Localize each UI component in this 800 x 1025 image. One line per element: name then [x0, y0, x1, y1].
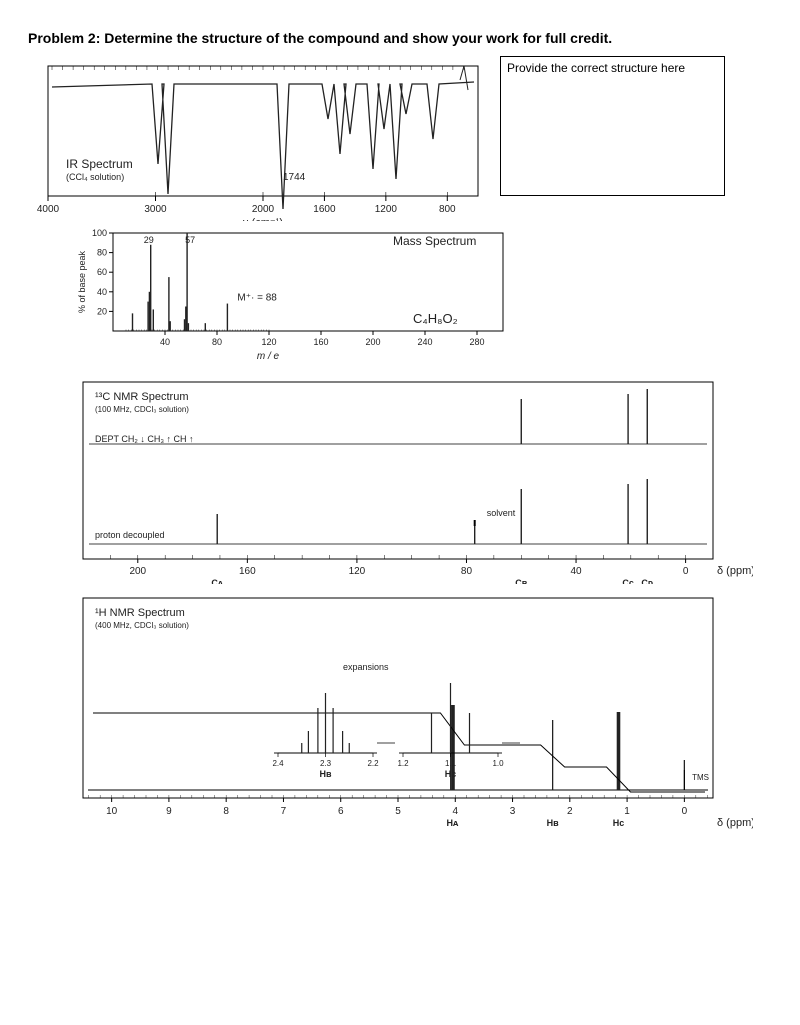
svg-text:2: 2 [567, 806, 573, 817]
svg-text:3000: 3000 [144, 204, 167, 215]
svg-text:4: 4 [452, 806, 458, 817]
svg-text:proton decoupled: proton decoupled [95, 530, 165, 540]
svg-text:20: 20 [97, 306, 107, 316]
svg-text:57: 57 [185, 235, 195, 245]
svg-text:IR Spectrum: IR Spectrum [66, 157, 133, 171]
svg-text:(100 MHz, CDCl₃ solution): (100 MHz, CDCl₃ solution) [95, 405, 189, 414]
svg-text:100: 100 [92, 228, 107, 238]
svg-text:(400 MHz, CDCl₃ solution): (400 MHz, CDCl₃ solution) [95, 621, 189, 630]
svg-text:29: 29 [144, 235, 154, 245]
svg-text:δ (ppm): δ (ppm) [717, 817, 753, 829]
svg-text:800: 800 [439, 204, 456, 215]
svg-text:2.4: 2.4 [272, 759, 284, 768]
svg-text:40: 40 [570, 566, 582, 577]
svg-text:1744: 1744 [283, 172, 306, 183]
svg-text:expansions: expansions [343, 662, 389, 672]
svg-text:1.2: 1.2 [397, 759, 409, 768]
svg-text:160: 160 [239, 566, 256, 577]
svg-text:6: 6 [338, 806, 344, 817]
svg-text:DEPT CH₂ ↓ CH₃ ↑ CH ↑: DEPT CH₂ ↓ CH₃ ↑ CH ↑ [95, 434, 194, 444]
h1-nmr-spectrum: ¹H NMR Spectrum (400 MHz, CDCl₃ solution)… [73, 588, 753, 843]
svg-text:2000: 2000 [252, 204, 275, 215]
svg-text:280: 280 [469, 337, 484, 347]
svg-text:solvent: solvent [487, 508, 516, 518]
svg-text:0: 0 [683, 566, 689, 577]
svg-text:% of base peak: % of base peak [77, 250, 87, 313]
svg-text:Mass Spectrum: Mass Spectrum [393, 234, 476, 248]
svg-text:120: 120 [261, 337, 276, 347]
svg-text:1.1: 1.1 [445, 759, 457, 768]
svg-text:1200: 1200 [375, 204, 398, 215]
svg-text:TMS: TMS [692, 773, 709, 782]
svg-text:60: 60 [97, 267, 107, 277]
svg-text:C₄H₈O₂: C₄H₈O₂ [413, 311, 458, 326]
svg-text:1: 1 [624, 806, 630, 817]
svg-text:200: 200 [129, 566, 146, 577]
mass-spectrum: 100 80 60 40 20 % of base peak 40 80 120 160 200 24… [73, 221, 513, 366]
svg-text:80: 80 [461, 566, 473, 577]
svg-text:40: 40 [160, 337, 170, 347]
problem-title: Problem 2: Determine the structure of th… [28, 30, 772, 46]
svg-text:δ (ppm): δ (ppm) [717, 565, 753, 577]
svg-text:8: 8 [223, 806, 229, 817]
svg-text:1600: 1600 [313, 204, 336, 215]
svg-text:Cᴅ: Cᴅ [641, 578, 653, 584]
svg-text:200: 200 [365, 337, 380, 347]
svg-text:10: 10 [106, 806, 118, 817]
svg-text:80: 80 [97, 248, 107, 258]
svg-text:1.0: 1.0 [492, 759, 504, 768]
svg-text:0: 0 [682, 806, 688, 817]
svg-text:Hᴀ: Hᴀ [447, 818, 459, 828]
svg-text:Cᴄ: Cᴄ [622, 578, 634, 584]
svg-text:2.2: 2.2 [367, 759, 379, 768]
svg-text:80: 80 [212, 337, 222, 347]
svg-text:¹H NMR Spectrum: ¹H NMR Spectrum [95, 607, 185, 619]
svg-text:m / e: m / e [257, 351, 280, 362]
svg-text:120: 120 [349, 566, 366, 577]
svg-text:240: 240 [417, 337, 432, 347]
svg-text:7: 7 [281, 806, 287, 817]
svg-text:Cᴀ: Cᴀ [211, 578, 223, 584]
ir-spectrum: IR Spectrum(CCl₄ solution) 1744 4000 3000 20… [28, 56, 488, 221]
svg-text:9: 9 [166, 806, 172, 817]
c13-nmr-spectrum: ¹³C NMR Spectrum (100 MHz, CDCl₃ solution… [73, 374, 753, 584]
svg-text:Hᴄ: Hᴄ [613, 818, 625, 828]
svg-text:160: 160 [313, 337, 328, 347]
svg-text:5: 5 [395, 806, 401, 817]
svg-text:Hʙ: Hʙ [319, 769, 331, 779]
svg-text:40: 40 [97, 287, 107, 297]
svg-text:Hᴄ: Hᴄ [445, 769, 457, 779]
svg-text:3: 3 [510, 806, 516, 817]
svg-text:¹³C NMR Spectrum: ¹³C NMR Spectrum [95, 391, 189, 403]
svg-text:Cʙ: Cʙ [515, 578, 527, 584]
svg-text:2.3: 2.3 [320, 759, 332, 768]
svg-text:ν (cm⁻¹): ν (cm⁻¹) [243, 217, 283, 221]
svg-text:4000: 4000 [37, 204, 60, 215]
answer-box: Provide the correct structure here [500, 56, 725, 196]
svg-text:(CCl₄ solution): (CCl₄ solution) [66, 172, 124, 182]
svg-text:M⁺· = 88: M⁺· = 88 [237, 293, 277, 304]
svg-text:Hʙ: Hʙ [547, 818, 559, 828]
